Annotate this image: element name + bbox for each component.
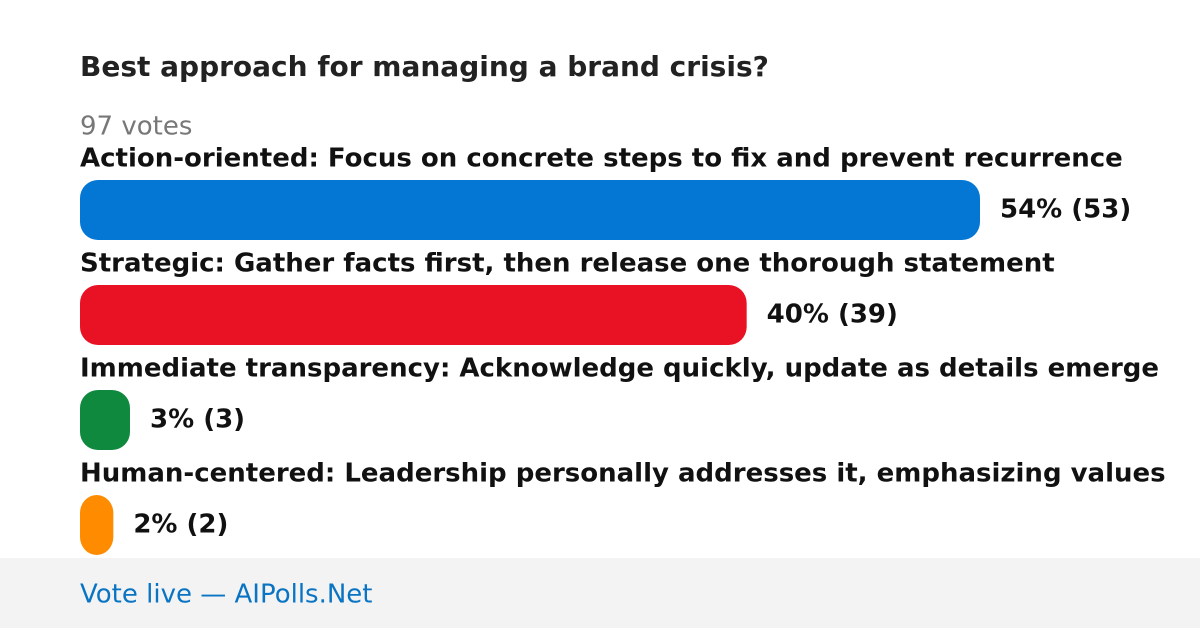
option-bar	[80, 495, 114, 555]
vote-count: 97 votes	[80, 112, 192, 142]
option-label: Immediate transparency: Acknowledge quic…	[80, 354, 1159, 384]
option-label: Human-centered: Leadership personally ad…	[80, 459, 1166, 489]
poll-question: Best approach for managing a brand crisi…	[80, 50, 769, 83]
option-value: 40% (39)	[767, 300, 898, 330]
option-label: Action-oriented: Focus on concrete steps…	[80, 144, 1123, 174]
option-value: 3% (3)	[150, 405, 245, 435]
option-bar	[80, 180, 980, 240]
footer-band	[0, 558, 1200, 628]
option-value: 54% (53)	[1000, 195, 1131, 225]
option-label: Strategic: Gather facts first, then rele…	[80, 249, 1055, 279]
option-bar	[80, 285, 747, 345]
option-value: 2% (2)	[133, 510, 228, 540]
option-bar	[80, 390, 130, 450]
footer-link[interactable]: Vote live — AIPolls.Net	[80, 580, 373, 610]
